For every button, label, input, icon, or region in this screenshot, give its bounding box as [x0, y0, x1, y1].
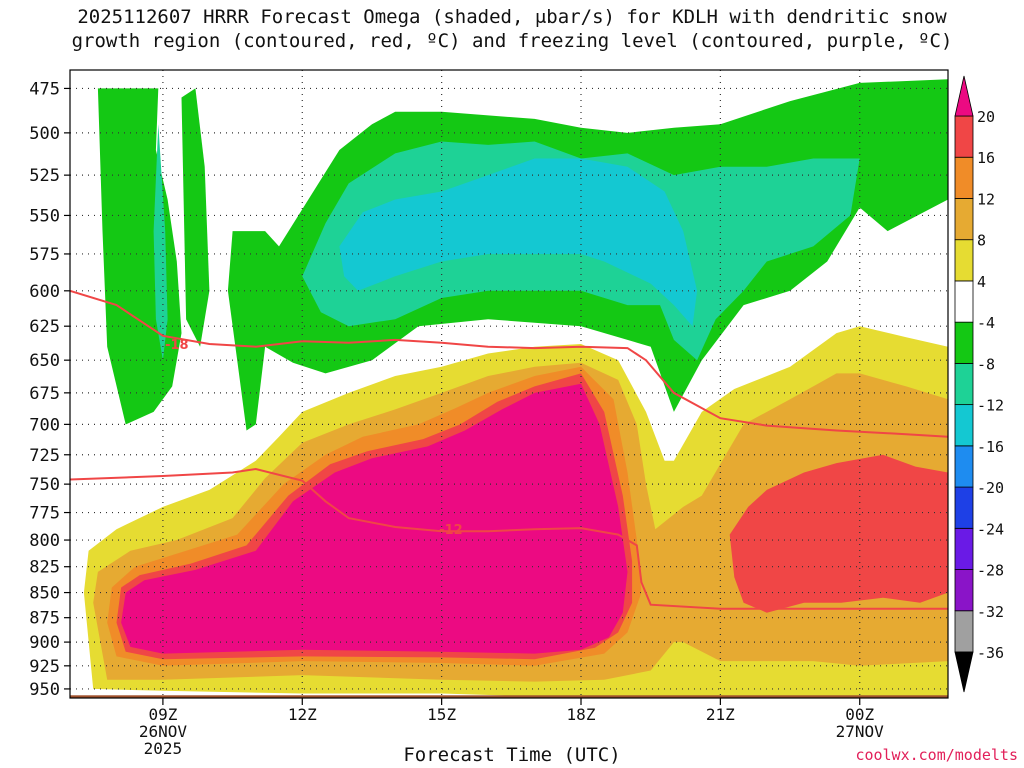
- y-tick-label-725: 725: [29, 446, 60, 466]
- y-tick-label-950: 950: [29, 680, 60, 700]
- colorbar-label--16: -16: [977, 438, 1004, 456]
- x-tick-label-12Z: 12Z: [288, 705, 317, 724]
- site-credit: coolwx.com/modelts: [855, 746, 1018, 764]
- x-tick-label-18Z: 18Z: [567, 705, 596, 724]
- y-tick-label-575: 575: [29, 245, 60, 265]
- colorbar-label-12: 12: [977, 190, 995, 208]
- x-tick-label-09Z-sub2: 2025: [144, 739, 183, 758]
- colorbar-box--20_-16: [954, 445, 974, 488]
- colorbar-label--32: -32: [977, 603, 1004, 621]
- colorbar-label--20: -20: [977, 479, 1004, 497]
- y-tick-label-900: 900: [29, 633, 60, 653]
- y-tick-label-875: 875: [29, 609, 60, 629]
- colorbar-box--4_4: [954, 280, 974, 323]
- x-tick-label-21Z: 21Z: [706, 705, 735, 724]
- colorbar-box--12_-8: [954, 362, 974, 406]
- colorbar-box--24_-20: [954, 486, 974, 529]
- colorbar-box--36_-32: [954, 610, 974, 653]
- colorbar-label-8: 8: [977, 232, 986, 250]
- contour-line--18: [70, 289, 948, 438]
- y-tick-label-800: 800: [29, 531, 60, 551]
- omega-region--8_-4-2: [181, 88, 210, 347]
- x-tick-label-15Z: 15Z: [427, 705, 456, 724]
- colorbar-box--16_-12: [954, 404, 974, 447]
- contour-line--12: [70, 467, 948, 610]
- colorbar: -36 -32 -28 -24 -20 -16 -12 -8 -4 4 8 12 16 20: [954, 75, 1004, 693]
- colorbar-label--4: -4: [977, 314, 995, 332]
- omega-region--16_-12-5: [339, 158, 698, 327]
- y-tick-label-700: 700: [29, 415, 60, 435]
- y-tick-label-925: 925: [29, 657, 60, 677]
- colorbar-arrow-bottom: [954, 651, 974, 693]
- omega-region-above_20-10: [121, 383, 628, 654]
- omega-region--12_-8-1: [153, 124, 168, 361]
- colorbar-label-20: 20: [977, 108, 995, 126]
- x-tick-label-00Z: 00Z: [845, 705, 874, 724]
- terrain-ground: [70, 695, 948, 698]
- y-tick-label-500: 500: [29, 124, 60, 144]
- colorbar-arrow-top: [954, 75, 974, 117]
- x-tick-label-09Z: 09Z: [148, 705, 177, 724]
- y-axis-ticks: 475 500 525 550 575 600 625 650 675 700 725 750 775 8…: [29, 79, 70, 700]
- colorbar-label--12: -12: [977, 397, 1004, 415]
- colorbar-label--8: -8: [977, 355, 995, 373]
- colorbar-box-12_16: [954, 156, 974, 199]
- colorbar-label-4: 4: [977, 273, 986, 291]
- y-tick-label-525: 525: [29, 166, 60, 186]
- colorbar-box--32_-28: [954, 569, 974, 612]
- chart-title-line-2: growth region (contoured, red, ºC) and f…: [71, 30, 953, 52]
- colorbar-box-8_12: [954, 198, 974, 241]
- y-tick-label-825: 825: [29, 558, 60, 578]
- y-tick-label-475: 475: [29, 79, 60, 99]
- y-tick-label-625: 625: [29, 317, 60, 337]
- colorbar-box--8_-4: [954, 321, 974, 364]
- y-tick-label-850: 850: [29, 584, 60, 604]
- contour-label--12: -12: [439, 523, 463, 538]
- omega-shaded-fills: [83, 79, 948, 698]
- y-tick-label-650: 650: [29, 351, 60, 371]
- colorbar-label--24: -24: [977, 520, 1004, 538]
- chart-title-line-1: 2025112607 HRRR Forecast Omega (shaded, …: [77, 6, 947, 28]
- x-axis-title: Forecast Time (UTC): [403, 744, 621, 766]
- temperature-contours: -18 -12: [70, 289, 948, 610]
- colorbar-box--28_-24: [954, 527, 974, 570]
- y-tick-label-675: 675: [29, 384, 60, 404]
- ground-fill: [70, 695, 948, 698]
- y-tick-label-750: 750: [29, 475, 60, 495]
- colorbar-box-16_20: [954, 115, 974, 158]
- x-tick-label-00Z-sub1: 27NOV: [836, 722, 885, 741]
- grid-lines: [70, 70, 948, 698]
- colorbar-label-16: 16: [977, 149, 995, 167]
- omega-region-16_20-11: [729, 454, 948, 613]
- plot-frame: [69, 69, 949, 699]
- colorbar-label--28: -28: [977, 562, 1004, 580]
- y-tick-label-600: 600: [29, 282, 60, 302]
- y-tick-label-550: 550: [29, 206, 60, 226]
- y-tick-label-775: 775: [29, 504, 60, 524]
- colorbar-label--36: -36: [977, 644, 1004, 662]
- x-tick-label-09Z-sub1: 26NOV: [139, 722, 188, 741]
- colorbar-box-4_8: [954, 239, 974, 282]
- contour-label--18: -18: [165, 338, 189, 353]
